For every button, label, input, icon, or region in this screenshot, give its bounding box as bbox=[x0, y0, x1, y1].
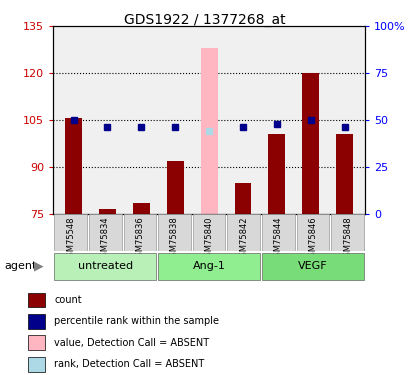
Bar bbox=[28, 314, 45, 329]
Text: GSM75548: GSM75548 bbox=[66, 216, 75, 262]
Bar bbox=[301, 73, 318, 214]
FancyBboxPatch shape bbox=[261, 253, 363, 280]
Text: GSM75844: GSM75844 bbox=[273, 216, 282, 262]
Bar bbox=[268, 134, 285, 214]
Text: GSM75842: GSM75842 bbox=[238, 216, 247, 262]
Text: GSM75846: GSM75846 bbox=[308, 216, 317, 262]
FancyBboxPatch shape bbox=[296, 214, 328, 250]
Bar bbox=[28, 357, 45, 372]
Text: GSM75838: GSM75838 bbox=[170, 216, 179, 262]
Bar bbox=[200, 48, 217, 214]
Text: Ang-1: Ang-1 bbox=[192, 261, 225, 271]
FancyBboxPatch shape bbox=[158, 214, 190, 250]
Bar bbox=[166, 160, 183, 214]
Text: GSM75848: GSM75848 bbox=[342, 216, 351, 262]
Text: GSM75840: GSM75840 bbox=[204, 216, 213, 262]
FancyBboxPatch shape bbox=[54, 214, 87, 250]
Text: GSM75836: GSM75836 bbox=[135, 216, 144, 262]
FancyBboxPatch shape bbox=[89, 214, 121, 250]
Text: GSM75834: GSM75834 bbox=[101, 216, 110, 262]
Bar bbox=[65, 118, 82, 214]
FancyBboxPatch shape bbox=[192, 214, 225, 250]
Text: agent: agent bbox=[4, 261, 36, 271]
Bar bbox=[28, 292, 45, 308]
Text: GDS1922 / 1377268_at: GDS1922 / 1377268_at bbox=[124, 13, 285, 27]
Text: count: count bbox=[54, 295, 82, 305]
Text: untreated: untreated bbox=[77, 261, 133, 271]
FancyBboxPatch shape bbox=[54, 253, 156, 280]
Text: VEGF: VEGF bbox=[297, 261, 327, 271]
Bar bbox=[99, 209, 116, 214]
Text: percentile rank within the sample: percentile rank within the sample bbox=[54, 316, 219, 326]
FancyBboxPatch shape bbox=[227, 214, 259, 250]
Text: rank, Detection Call = ABSENT: rank, Detection Call = ABSENT bbox=[54, 359, 204, 369]
Bar bbox=[234, 183, 251, 214]
FancyBboxPatch shape bbox=[261, 214, 294, 250]
FancyBboxPatch shape bbox=[330, 214, 363, 250]
Text: value, Detection Call = ABSENT: value, Detection Call = ABSENT bbox=[54, 338, 209, 348]
Bar bbox=[335, 134, 352, 214]
Bar bbox=[133, 203, 149, 214]
Bar bbox=[28, 335, 45, 350]
Text: ▶: ▶ bbox=[34, 260, 43, 273]
FancyBboxPatch shape bbox=[123, 214, 156, 250]
FancyBboxPatch shape bbox=[158, 253, 259, 280]
